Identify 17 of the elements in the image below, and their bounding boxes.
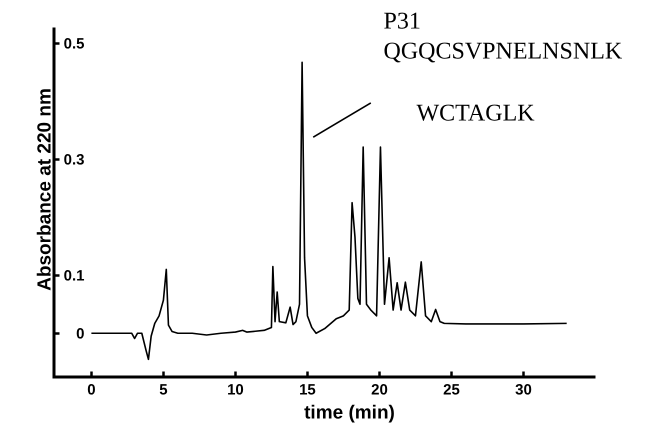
- y-tick-label: 0: [76, 326, 84, 343]
- y-tick-label: 0.5: [64, 36, 85, 53]
- x-tick-label: 10: [227, 382, 244, 398]
- y-tick-label: 0.1: [64, 268, 85, 285]
- annotation: WCTAGLK: [416, 100, 536, 126]
- x-axis-title: time (min): [304, 402, 395, 424]
- annotation: QGQCSVPNELNSNLK: [384, 38, 623, 64]
- y-axis-title: Absorbance at 220 nm: [34, 88, 56, 291]
- x-tick-label: 30: [515, 382, 532, 398]
- annotation: P31: [384, 8, 421, 34]
- x-tick-label: 0: [87, 382, 96, 398]
- x-tick-label: 15: [299, 382, 316, 398]
- y-tick-label: 0.3: [64, 152, 85, 169]
- line-series: [90, 62, 568, 360]
- x-tick-label: 25: [443, 382, 460, 398]
- x-tick-label: 20: [371, 382, 388, 398]
- x-tick-label: 5: [159, 382, 168, 398]
